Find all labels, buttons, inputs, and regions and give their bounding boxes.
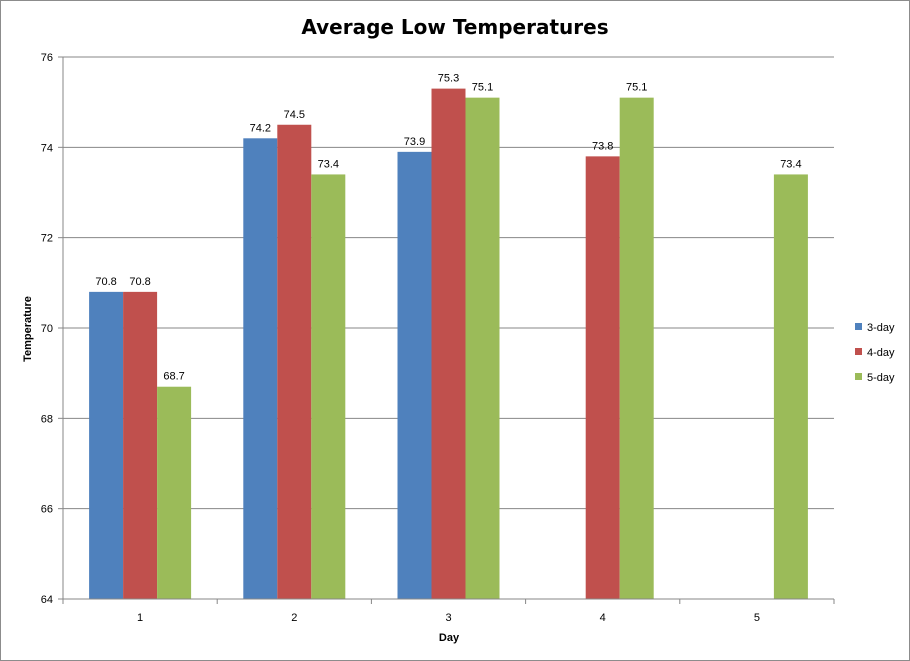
x-tick-label: 4	[600, 612, 606, 624]
chart-title: Average Low Temperatures	[301, 15, 608, 39]
y-tick-label: 68	[41, 413, 53, 425]
bar-3-day-day-1	[89, 291, 124, 599]
legend-swatch	[855, 323, 862, 330]
bar-4-day-day-2	[277, 124, 312, 599]
bar-4-day-day-3	[431, 88, 466, 599]
legend-label: 4-day	[867, 347, 895, 359]
x-tick-label: 5	[754, 612, 760, 624]
bars	[89, 88, 808, 600]
bar-5-day-day-4	[619, 97, 654, 600]
data-label: 73.9	[404, 136, 425, 148]
y-tick-label: 64	[41, 594, 53, 606]
data-label: 68.7	[163, 371, 184, 383]
y-tick-label: 74	[41, 142, 53, 154]
bar-5-day-day-3	[465, 97, 500, 600]
data-label: 70.8	[95, 276, 116, 288]
bar-4-day-day-4	[585, 156, 620, 599]
legend-swatch	[855, 348, 862, 355]
data-label: 74.5	[284, 109, 305, 121]
y-tick-label: 66	[41, 504, 53, 516]
x-tick-label: 2	[291, 612, 297, 624]
data-labels: 70.8 74.2 73.9 70.8 74.5 75.3 73.8 68.7 73.4 75.1…	[95, 73, 801, 383]
data-label: 73.4	[318, 158, 339, 170]
data-label: 74.2	[250, 122, 271, 134]
x-tick-label: 3	[445, 612, 451, 624]
y-tick-label: 76	[41, 52, 53, 64]
bar-3-day-day-3	[397, 151, 432, 599]
legend: 3-day 4-day 5-day	[855, 322, 895, 384]
bar-5-day-day-5	[773, 174, 808, 599]
bar-5-day-day-2	[311, 174, 346, 599]
bar-4-day-day-1	[123, 291, 158, 599]
bar-5-day-day-1	[157, 386, 192, 599]
data-label: 75.3	[438, 73, 459, 85]
data-label: 73.4	[780, 158, 801, 170]
data-label: 75.1	[472, 82, 493, 94]
legend-label: 5-day	[867, 372, 895, 384]
bar-3-day-day-2	[243, 138, 278, 600]
y-axis-title: Temperature	[22, 296, 34, 362]
y-tick-label: 72	[41, 233, 53, 245]
data-label: 73.8	[592, 140, 613, 152]
data-label: 70.8	[129, 276, 150, 288]
data-label: 75.1	[626, 82, 647, 94]
x-axis-title: Day	[439, 632, 460, 644]
legend-label: 3-day	[867, 322, 895, 334]
x-tick-label: 1	[137, 612, 143, 624]
axes: 64 66 68 70 72 74 76 1 2 3 4 5	[41, 52, 835, 624]
legend-swatch	[855, 373, 862, 380]
y-tick-label: 70	[41, 323, 53, 335]
